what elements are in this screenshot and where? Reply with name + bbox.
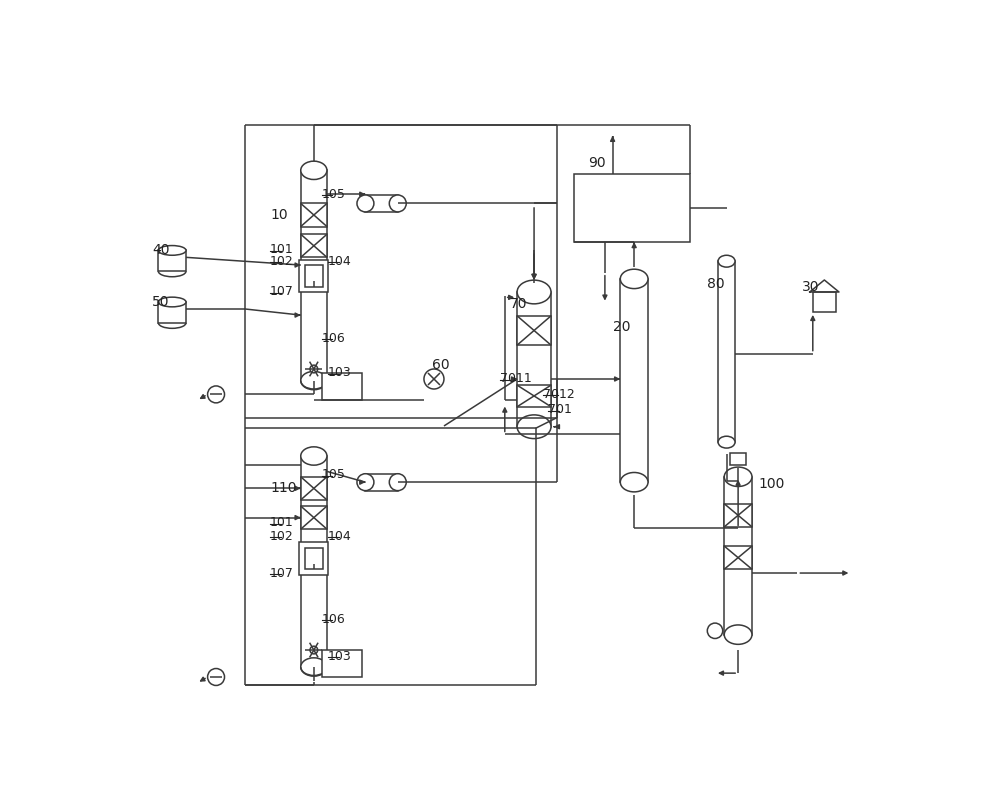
Bar	[724, 504, 752, 527]
Bar	[301, 506, 327, 529]
Bar	[730, 453, 746, 465]
Text: 70: 70	[509, 296, 527, 311]
Text: 101: 101	[270, 516, 294, 529]
Bar	[299, 260, 328, 292]
Text: 10: 10	[270, 208, 288, 222]
Bar	[301, 234, 327, 257]
Text: 104: 104	[328, 529, 351, 543]
Text: 105: 105	[322, 188, 345, 201]
Ellipse shape	[389, 195, 406, 212]
Bar	[299, 542, 328, 575]
Bar	[620, 279, 648, 482]
Ellipse shape	[301, 447, 327, 465]
Text: 50: 50	[152, 295, 170, 309]
Bar	[158, 250, 186, 271]
Text: 106: 106	[322, 332, 345, 344]
Text: 7011: 7011	[500, 372, 532, 386]
Circle shape	[707, 623, 723, 638]
Bar	[301, 456, 327, 667]
Text: 104: 104	[328, 255, 351, 268]
Bar	[517, 385, 551, 406]
Ellipse shape	[718, 436, 735, 448]
Ellipse shape	[724, 625, 752, 644]
Ellipse shape	[158, 245, 186, 255]
Bar	[574, 175, 690, 242]
Ellipse shape	[517, 415, 551, 438]
Ellipse shape	[620, 473, 648, 492]
Text: 107: 107	[270, 567, 294, 579]
Text: 80: 80	[707, 277, 725, 291]
Circle shape	[424, 369, 444, 389]
Circle shape	[208, 669, 225, 685]
Ellipse shape	[357, 195, 374, 212]
Bar	[517, 316, 551, 345]
Text: 90: 90	[588, 156, 606, 171]
Bar	[305, 265, 323, 287]
Text: 102: 102	[270, 255, 294, 268]
Bar	[365, 473, 398, 491]
Circle shape	[310, 646, 318, 654]
Bar	[301, 477, 327, 500]
Text: 100: 100	[759, 477, 785, 492]
Bar	[301, 171, 327, 380]
Bar	[158, 302, 186, 323]
Bar	[305, 548, 323, 569]
Ellipse shape	[718, 255, 735, 267]
Text: 106: 106	[322, 613, 345, 626]
Ellipse shape	[517, 280, 551, 304]
Circle shape	[310, 365, 318, 373]
Bar	[813, 292, 836, 312]
Text: 110: 110	[270, 481, 296, 496]
Ellipse shape	[724, 467, 752, 486]
Text: 103: 103	[328, 650, 351, 662]
Ellipse shape	[301, 658, 327, 676]
Text: 7012: 7012	[543, 388, 575, 401]
Bar	[724, 477, 752, 634]
Ellipse shape	[389, 473, 406, 491]
Bar	[718, 261, 735, 442]
Text: 20: 20	[613, 320, 630, 334]
Ellipse shape	[301, 371, 327, 390]
Text: 102: 102	[270, 529, 294, 543]
Bar	[517, 292, 551, 426]
Ellipse shape	[301, 161, 327, 179]
Ellipse shape	[158, 297, 186, 307]
Text: 40: 40	[152, 242, 170, 257]
Text: 107: 107	[270, 285, 294, 299]
Text: 103: 103	[328, 367, 351, 379]
Bar	[301, 203, 327, 226]
Bar	[365, 195, 398, 212]
Text: 60: 60	[432, 358, 449, 372]
Circle shape	[208, 386, 225, 402]
Text: 105: 105	[322, 468, 345, 481]
Text: 701: 701	[548, 403, 572, 416]
Text: 101: 101	[270, 243, 294, 256]
Bar	[322, 373, 362, 400]
Text: 30: 30	[802, 280, 820, 293]
Bar	[322, 650, 362, 677]
Bar	[724, 546, 752, 569]
Ellipse shape	[620, 269, 648, 289]
Ellipse shape	[357, 473, 374, 491]
